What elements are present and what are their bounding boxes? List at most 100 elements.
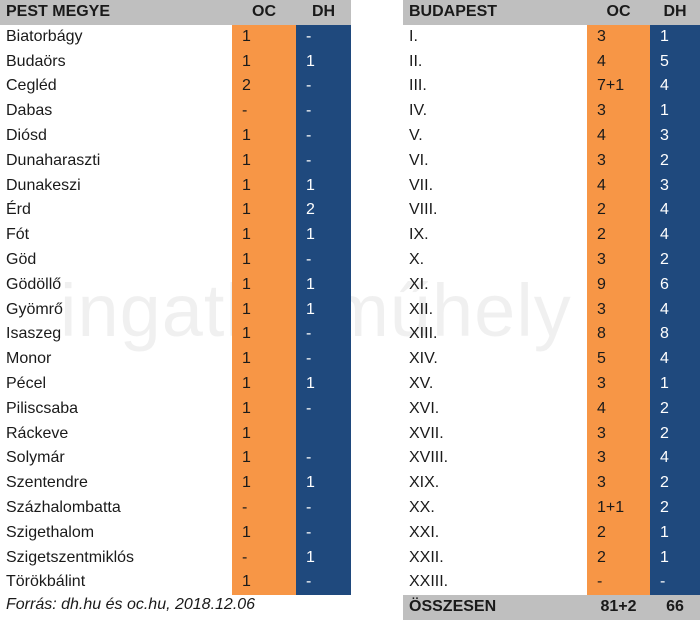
table-row: Dabas - - [0, 99, 351, 124]
table-row: X. 3 2 [403, 247, 700, 273]
table-row: Göd 1- [0, 247, 351, 273]
table-row: XXI. 2 1 [403, 520, 700, 546]
table-row: Törökbálint 1- [0, 570, 351, 596]
row-name-cell: Szigetszentmiklós [6, 548, 135, 566]
row-name-cell: XVI. [409, 399, 440, 417]
table-row: Gyömrő 1 1 [0, 297, 351, 323]
row-name-cell: Cegléd [6, 77, 57, 95]
table-row: XVII. 3 2 [403, 421, 700, 447]
oc-cell: 3 [587, 99, 650, 124]
table-row: Fót 1 1 [0, 223, 351, 248]
dh-cell: 4 [650, 446, 700, 472]
table-row: XV. 3 1 [403, 371, 700, 397]
dh-cell: 4 [650, 223, 700, 248]
row-name-cell: VIII. [409, 201, 438, 219]
row-name-cell: VII. [409, 176, 434, 194]
oc-cell: 1 [232, 396, 296, 422]
dh-cell: 2 [650, 471, 700, 496]
table-row: XI. 9 6 [403, 272, 700, 298]
budapest-table: BUDAPEST OC DH I. 3 1 II. 4 5 III. 7+1 4 IV. 3 1 V. 4… [403, 0, 700, 620]
total-dh: 66 [650, 595, 700, 620]
table-row: Biatorbágy 1- [0, 24, 351, 50]
table-row: Monor 1- [0, 347, 351, 372]
row-name-cell: Szentendre [6, 474, 88, 492]
row-name-cell: Százhalombatta [6, 498, 121, 516]
dh-cell: 1 [296, 297, 351, 323]
table-row: I. 3 1 [403, 24, 700, 50]
row-name-cell: Dunaharaszti [6, 151, 101, 169]
row-name-cell: IV. [409, 102, 428, 120]
dh-cell: - [296, 396, 351, 422]
row-name-cell: XII. [409, 300, 434, 318]
table-row: XII. 3 4 [403, 297, 700, 323]
oc-cell: 1 [232, 347, 296, 372]
table-row: Diósd 1- [0, 123, 351, 149]
table-row: XXIII. - - [403, 570, 700, 596]
row-name-cell: XX. [409, 498, 435, 516]
oc-cell: - [587, 570, 650, 596]
row-name-cell: X. [409, 250, 425, 268]
oc-cell: - [232, 545, 296, 571]
row-name-cell: Törökbálint [6, 573, 86, 591]
oc-cell: 2 [587, 223, 650, 248]
table-row: XIII. 8 8 [403, 322, 700, 348]
table-row: VII. 4 3 [403, 173, 700, 199]
dh-cell: 2 [296, 198, 351, 224]
table-row: Dunaharaszti 1- [0, 148, 351, 174]
dh-cell: - [296, 99, 351, 124]
row-name-cell: Gyömrő [6, 300, 63, 318]
oc-cell: 4 [587, 49, 650, 75]
table-row: Érd 1 2 [0, 198, 351, 224]
oc-cell: 2 [587, 520, 650, 546]
oc-cell: 1 [232, 198, 296, 224]
row-name-cell: Ráckeve [6, 424, 69, 442]
dh-cell: 8 [650, 322, 700, 348]
table-row: II. 4 5 [403, 49, 700, 75]
header-dh: DH [650, 0, 700, 25]
header-name: BUDAPEST [403, 0, 587, 25]
table-row: IX. 2 4 [403, 223, 700, 248]
dh-cell: 2 [650, 247, 700, 273]
oc-cell: 1 [232, 322, 296, 348]
oc-cell: 3 [587, 471, 650, 496]
dh-cell: 1 [650, 24, 700, 50]
dh-cell: 4 [650, 297, 700, 323]
row-name-cell: III. [409, 77, 427, 95]
pest-megye-table: PEST MEGYE OC DH Biatorbágy 1- Budaörs 1 1 Ce… [0, 0, 351, 596]
oc-cell: 3 [587, 371, 650, 397]
table-row: IV. 3 1 [403, 99, 700, 124]
table-row: V. 4 3 [403, 123, 700, 149]
table-row: Százhalombatta - - [0, 495, 351, 521]
table-row: XIV. 5 4 [403, 347, 700, 372]
oc-cell: 3 [587, 297, 650, 323]
dh-cell: 1 [296, 173, 351, 199]
row-name-cell: XVII. [409, 424, 444, 442]
oc-cell: 1 [232, 272, 296, 298]
dh-cell: - [296, 446, 351, 472]
oc-cell: 1 [232, 520, 296, 546]
oc-cell: 1 [232, 148, 296, 174]
row-name-cell: XXIII. [409, 573, 449, 591]
oc-cell: 9 [587, 272, 650, 298]
oc-cell: 4 [587, 123, 650, 149]
table-row: XVI. 4 2 [403, 396, 700, 422]
oc-cell: 1 [232, 371, 296, 397]
oc-cell: 1 [232, 421, 296, 447]
table-row: VI. 3 2 [403, 148, 700, 174]
table-row: XX. 1+1 2 [403, 495, 700, 521]
oc-cell: 3 [587, 148, 650, 174]
dh-cell: - [296, 247, 351, 273]
dh-cell: - [296, 347, 351, 372]
dh-cell: - [296, 24, 351, 50]
dh-cell: 4 [650, 347, 700, 372]
row-name-cell: IX. [409, 226, 429, 244]
row-name-cell: XV. [409, 374, 434, 392]
dh-cell: 1 [296, 49, 351, 75]
dh-cell: - [296, 148, 351, 174]
header-oc: OC [587, 0, 650, 25]
dh-cell: - [650, 570, 700, 596]
oc-cell: 7+1 [587, 74, 650, 100]
oc-cell: 1 [232, 123, 296, 149]
table-row: Isaszeg 1- [0, 322, 351, 348]
table-row: XIX. 3 2 [403, 471, 700, 496]
